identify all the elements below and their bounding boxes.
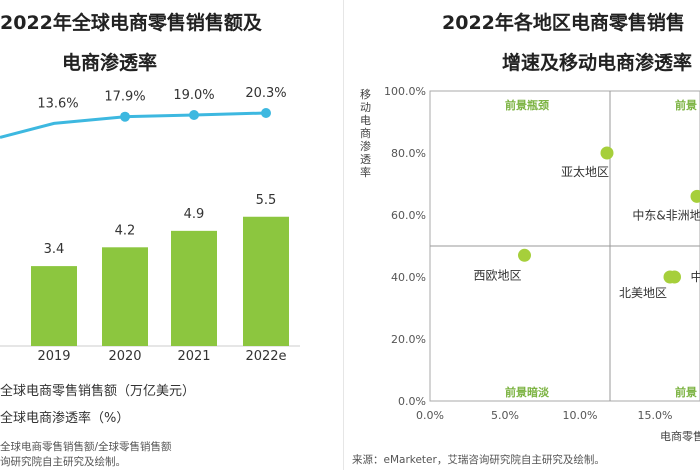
bar-2020	[102, 247, 148, 346]
penetration-point	[261, 108, 271, 118]
bar-2022e	[243, 216, 289, 346]
quadrant-top-right: 前景	[675, 98, 697, 112]
y-tick-label: 100.0%	[384, 85, 426, 98]
y-tick-label: 60.0%	[391, 209, 426, 222]
left-combo-chart: 3.4 4.2 4.9 5.5 13.6% 17.9% 19.0% 20.3% 2019 20…	[0, 86, 300, 364]
penetration-point	[189, 110, 199, 121]
point-label: 西欧地区	[473, 268, 521, 282]
left-title-line1: 2022年全球电商零售销售额及	[0, 12, 262, 34]
x-tick-label: 5.0%	[491, 409, 519, 422]
line-value-label: 20.3%	[245, 86, 286, 101]
scatter-point	[690, 189, 700, 203]
point-label: 北美地区	[619, 286, 667, 300]
bar-2019	[31, 266, 77, 346]
right-title-line2: 增速及移动电商渗透率	[502, 52, 693, 74]
x-tick-label: 2021	[177, 349, 210, 364]
x-tick-label: 2020	[108, 349, 141, 364]
x-tick-label: 2019	[37, 349, 70, 364]
bar-value-label: 4.9	[184, 207, 205, 222]
point-label: 中东&非洲地区	[632, 207, 700, 222]
right-ylabel: 移动电商渗透率	[360, 88, 371, 179]
legend-bar: 全球电商零售销售额（万亿美元）	[0, 384, 196, 399]
bar-value-label: 5.5	[256, 193, 277, 208]
y-tick-label: 80.0%	[391, 147, 426, 160]
y-tick-label: 40.0%	[391, 271, 426, 284]
point-label: 亚太地区	[561, 164, 609, 179]
bar-value-label: 4.2	[115, 223, 136, 238]
penetration-line	[0, 111, 267, 139]
quadrant-top-left: 前景瓶颈	[505, 98, 549, 112]
line-value-label: 17.9%	[104, 90, 145, 105]
right-source: 来源：eMarketer，艾瑞咨询研究院自主研究及绘制。	[352, 454, 605, 466]
line-value-label: 19.0%	[173, 88, 214, 103]
quadrant-bottom-left: 前景暗淡	[505, 385, 550, 399]
left-source-line2: 询研究院自主研究及绘制。	[0, 456, 126, 468]
right-scatter-chart: 0.0% 20.0% 40.0% 60.0% 80.0% 100.0% 0.0% 5.0% 1…	[384, 85, 700, 422]
legend-line: 全球电商渗透率（%）	[0, 411, 130, 426]
y-tick-label: 20.0%	[391, 333, 426, 346]
scatter-point	[668, 270, 681, 284]
scatter-point	[518, 248, 531, 262]
bar-value-label: 3.4	[44, 242, 65, 257]
y-tick-label: 0.0%	[398, 395, 426, 408]
right-xlabel: 电商零售	[660, 430, 700, 443]
penetration-point	[120, 111, 130, 122]
line-value-label: 13.6%	[37, 96, 78, 111]
x-tick-label: 10.0%	[563, 409, 598, 422]
right-title-line1: 2022年各地区电商零售销售	[442, 12, 685, 34]
left-source-line1: 全球电商零售销售额/全球零售销售额	[0, 441, 172, 453]
x-tick-label: 2022e	[245, 349, 286, 364]
panel-divider	[343, 0, 344, 470]
left-title-line2: 电商渗透率	[62, 52, 158, 74]
bar-2021	[171, 230, 217, 346]
scatter-point	[600, 146, 614, 160]
x-tick-label: 15.0%	[638, 409, 673, 422]
quadrant-bottom-right: 前景	[675, 385, 697, 399]
point-label: 中欧	[690, 269, 700, 284]
x-tick-label: 0.0%	[416, 409, 444, 422]
